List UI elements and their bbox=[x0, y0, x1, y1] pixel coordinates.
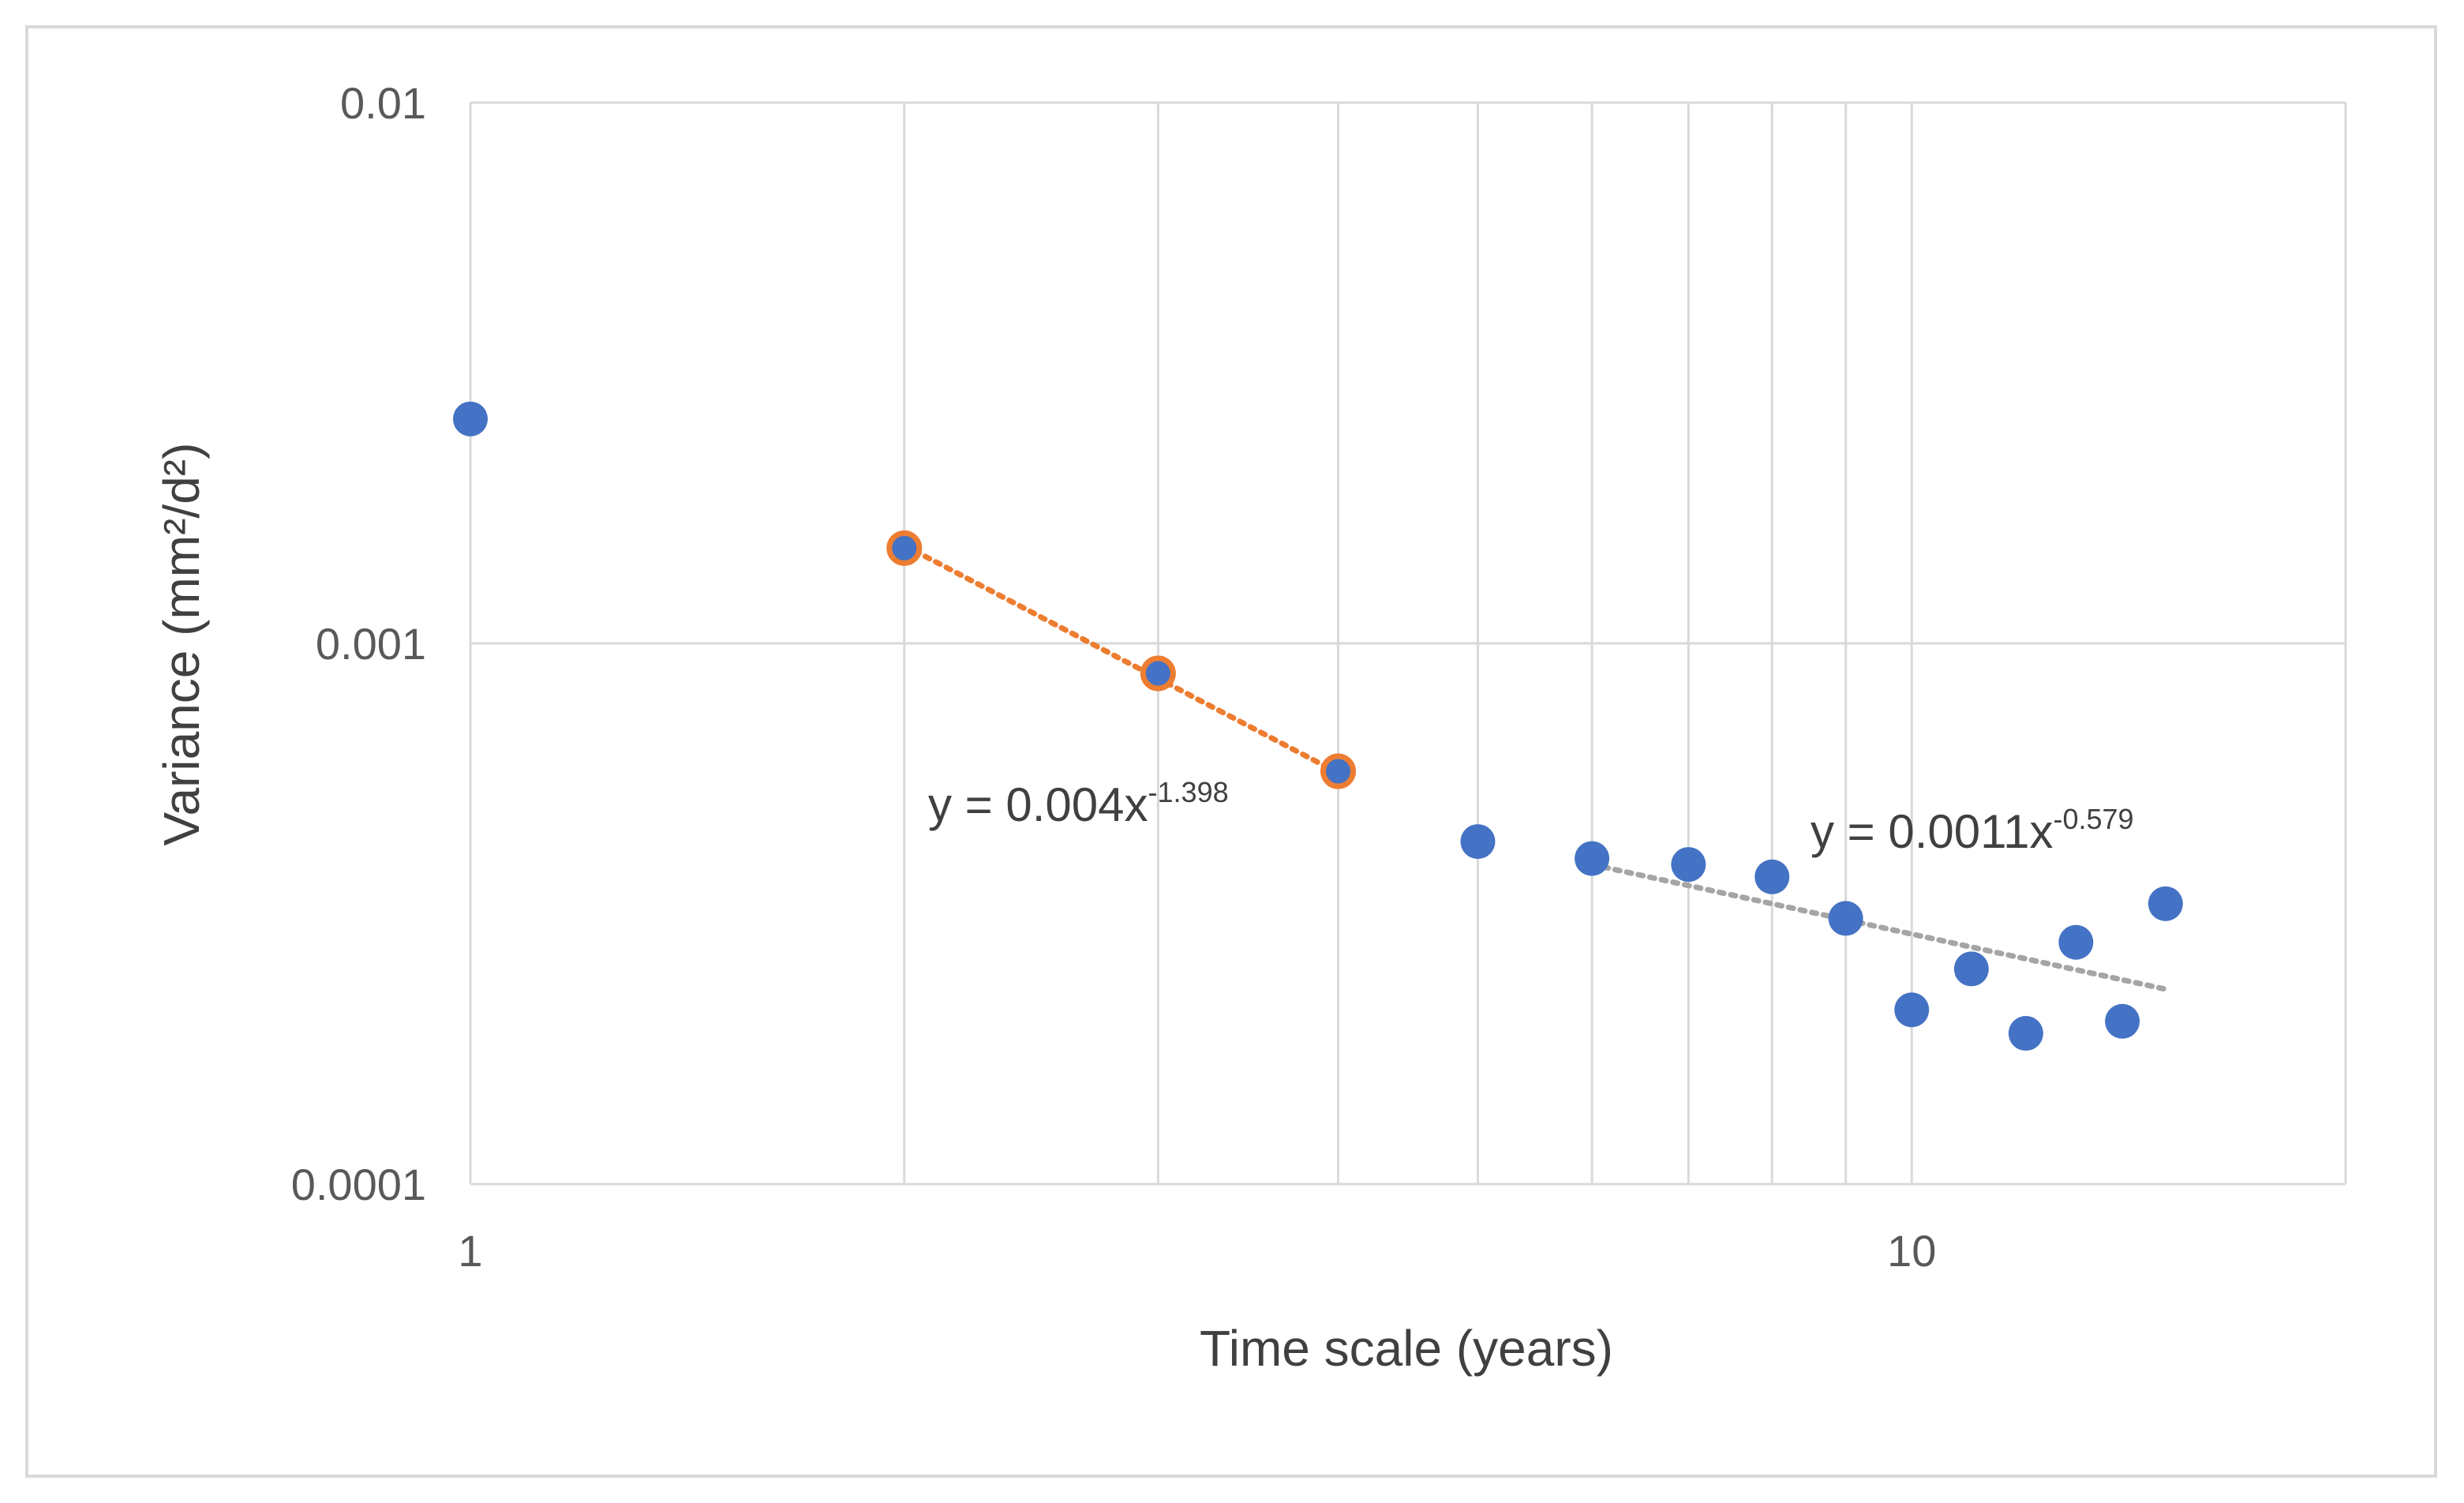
data-point bbox=[1828, 901, 1863, 936]
y-axis-title: Variance (mm²/d²) bbox=[153, 443, 210, 846]
data-point bbox=[1460, 824, 1496, 860]
x-tick-label: 1 bbox=[458, 1226, 482, 1276]
trendline-equation-long-exponent: -0.579 bbox=[2053, 803, 2133, 835]
data-point bbox=[2008, 1016, 2043, 1051]
data-point bbox=[2148, 886, 2183, 921]
trend-layer bbox=[901, 542, 2169, 992]
label-layer: Time scale (years) Variance (mm²/d²) y =… bbox=[153, 443, 2134, 1377]
grid-layer: 1 10 0.01 0.001 0.0001 bbox=[291, 78, 2347, 1276]
data-point-highlighted bbox=[1140, 655, 1176, 692]
trendline-equation-long: y = 0.0011x-0.579 bbox=[1811, 803, 2134, 858]
trendline-equation-long-base: y = 0.0011x bbox=[1811, 805, 2053, 858]
data-point bbox=[2105, 1003, 2140, 1039]
data-point-highlighted bbox=[886, 530, 923, 566]
data-point bbox=[1671, 847, 1706, 883]
point-layer bbox=[453, 401, 2183, 1051]
data-point bbox=[2058, 924, 2094, 960]
trendline-equation-short: y = 0.004x-1.398 bbox=[928, 776, 1229, 831]
trendline-long bbox=[1589, 861, 2169, 992]
trendline-short bbox=[901, 542, 1341, 776]
y-tick-label: 0.001 bbox=[316, 619, 426, 669]
data-point bbox=[453, 401, 488, 437]
x-tick-label: 10 bbox=[1887, 1226, 1936, 1276]
trendline-equation-short-base: y = 0.004x bbox=[928, 778, 1148, 831]
y-tick-label: 0.0001 bbox=[291, 1160, 426, 1209]
trendline-equation-short-exponent: -1.398 bbox=[1148, 776, 1229, 808]
data-point-highlighted bbox=[1320, 753, 1357, 789]
x-axis-title: Time scale (years) bbox=[1200, 1320, 1613, 1377]
chart-svg: 1 10 0.01 0.001 0.0001 Time scale (years) Va… bbox=[153, 78, 2347, 1377]
chart-frame: 1 10 0.01 0.001 0.0001 Time scale (years) Va… bbox=[25, 25, 2437, 1478]
data-point bbox=[1575, 841, 1610, 876]
data-point bbox=[1953, 951, 1989, 987]
data-point bbox=[1754, 859, 1790, 894]
data-point bbox=[1894, 992, 1930, 1028]
y-tick-label: 0.01 bbox=[340, 78, 426, 128]
